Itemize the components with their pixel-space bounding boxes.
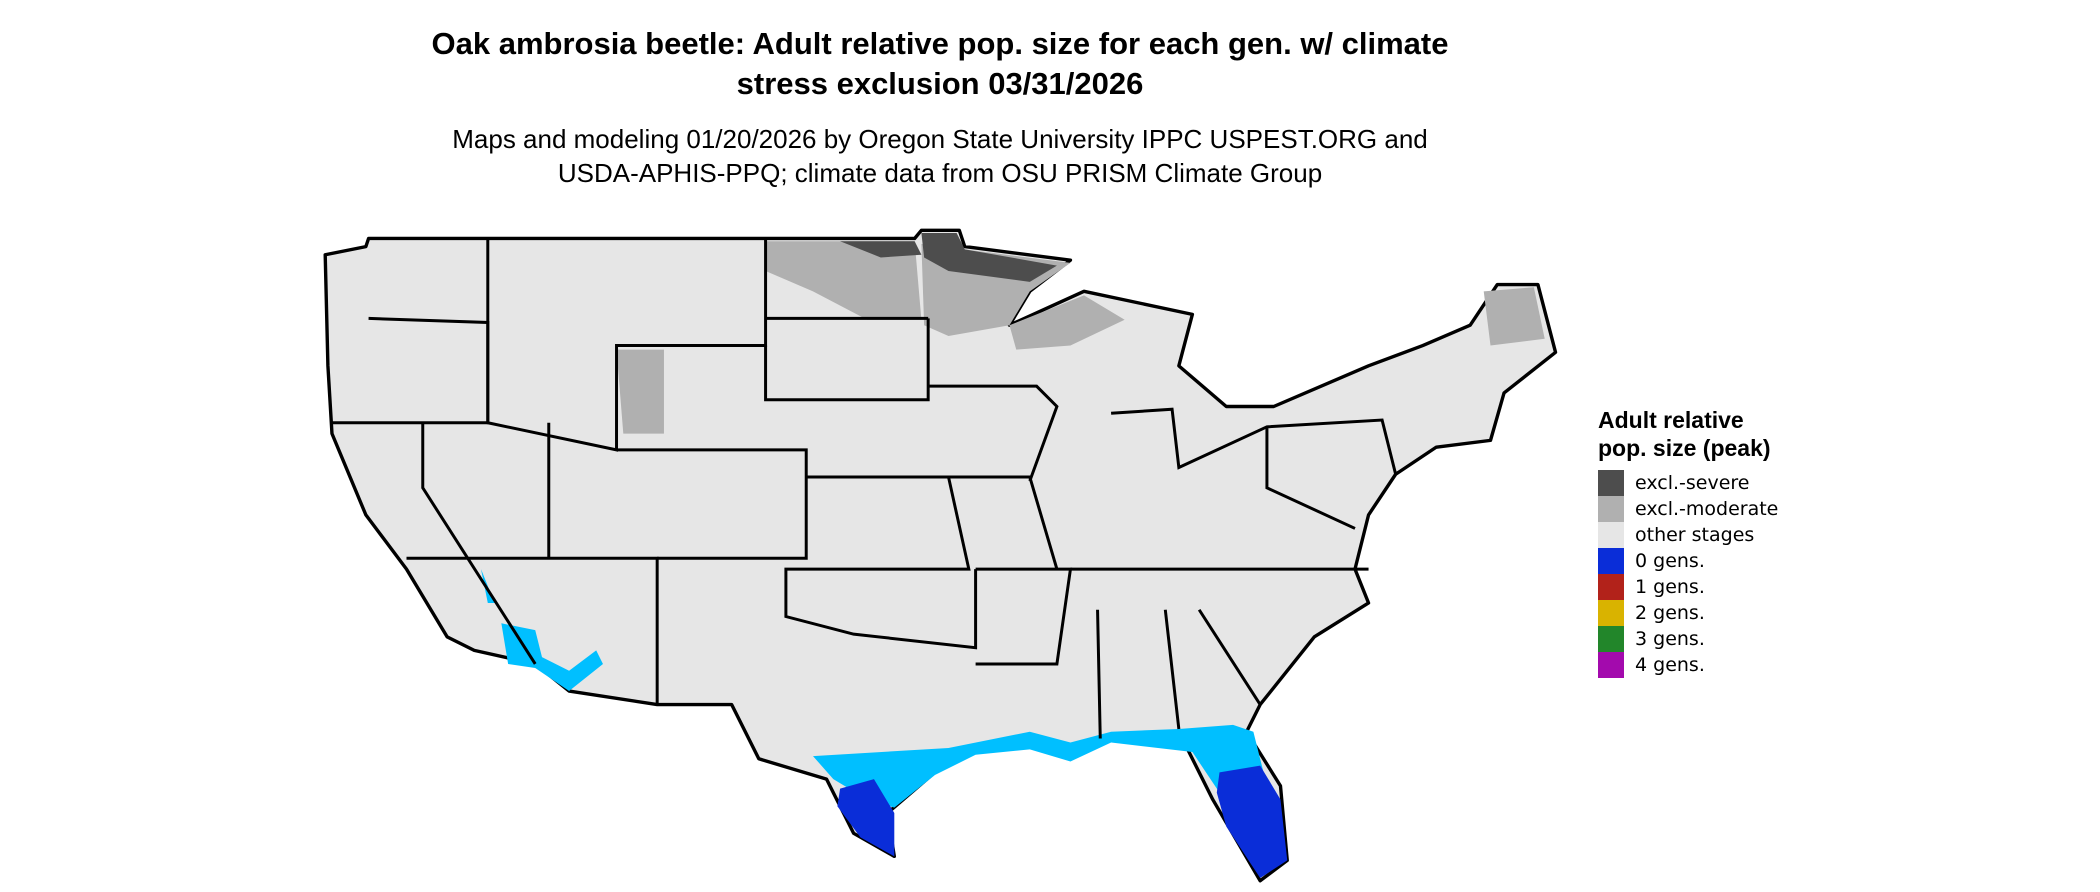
legend-items: excl.-severe excl.-moderate other stages 0 … bbox=[1598, 470, 1838, 678]
region-severe bbox=[840, 233, 1057, 282]
legend-swatch bbox=[1598, 548, 1624, 574]
legend-item: 4 gens. bbox=[1598, 652, 1838, 678]
legend-label: other stages bbox=[1635, 524, 1755, 546]
legend: Adult relative pop. size (peak) excl.-se… bbox=[1598, 406, 1838, 678]
legend-swatch bbox=[1598, 496, 1624, 522]
legend-swatch bbox=[1598, 600, 1624, 626]
us-map bbox=[323, 228, 1558, 883]
region-moderate bbox=[616, 241, 1545, 434]
legend-item: excl.-severe bbox=[1598, 470, 1838, 496]
legend-label: excl.-severe bbox=[1635, 472, 1750, 494]
legend-label: excl.-moderate bbox=[1635, 498, 1779, 520]
region-other-0gen-light bbox=[481, 569, 1267, 808]
legend-item: other stages bbox=[1598, 522, 1838, 548]
legend-swatch bbox=[1598, 470, 1624, 496]
chart-subtitle: Maps and modeling 01/20/2026 by Oregon S… bbox=[452, 124, 1428, 188]
legend-title: Adult relative pop. size (peak) bbox=[1598, 407, 1771, 461]
legend-label: 4 gens. bbox=[1635, 654, 1705, 676]
legend-label: 1 gens. bbox=[1635, 576, 1705, 598]
legend-item: 3 gens. bbox=[1598, 626, 1838, 652]
chart-title: Oak ambrosia beetle: Adult relative pop.… bbox=[431, 26, 1449, 101]
region-0-gens bbox=[837, 765, 1288, 879]
legend-label: 0 gens. bbox=[1635, 550, 1705, 572]
legend-swatch bbox=[1598, 626, 1624, 652]
legend-item: 2 gens. bbox=[1598, 600, 1838, 626]
legend-item: 1 gens. bbox=[1598, 574, 1838, 600]
legend-label: 2 gens. bbox=[1635, 602, 1705, 624]
legend-swatch bbox=[1598, 522, 1624, 548]
legend-label: 3 gens. bbox=[1635, 628, 1705, 650]
state-borders bbox=[331, 238, 1398, 739]
legend-swatch bbox=[1598, 652, 1624, 678]
legend-item: 0 gens. bbox=[1598, 548, 1838, 574]
legend-swatch bbox=[1598, 574, 1624, 600]
legend-item: excl.-moderate bbox=[1598, 496, 1838, 522]
